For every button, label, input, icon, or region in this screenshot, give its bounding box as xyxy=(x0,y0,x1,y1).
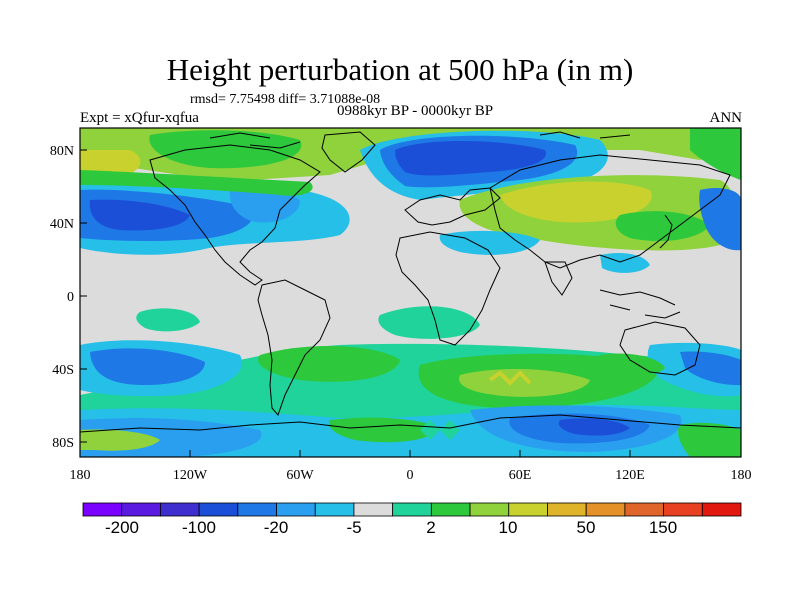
y-tick-label: 80N xyxy=(50,144,74,159)
colorbar-swatch xyxy=(624,502,664,517)
colorbar-label: 50 xyxy=(577,518,596,537)
colorbar-swatch xyxy=(353,502,394,517)
coastlines xyxy=(80,131,741,433)
colorbar-swatch xyxy=(160,502,200,517)
y-tick-label: 40N xyxy=(50,217,74,232)
x-tick-label: 180 xyxy=(731,468,752,483)
colorbar-swatch xyxy=(276,502,316,517)
colorbar-swatch xyxy=(392,502,432,517)
y-tick-label: 80S xyxy=(52,436,74,451)
colorbar-label: -5 xyxy=(346,518,361,537)
x-tick-label: 120E xyxy=(615,468,645,483)
colorbar-label: 150 xyxy=(649,518,677,537)
colorbar-swatch xyxy=(121,502,161,517)
season-label: ANN xyxy=(709,110,743,126)
contour-fields xyxy=(80,128,741,457)
x-tick-label: 180 xyxy=(70,468,91,483)
colorbar-label: 10 xyxy=(499,518,518,537)
colorbar-swatch xyxy=(82,502,123,517)
colorbar-labels: -200 -100 -20 -5 2 10 50 150 xyxy=(105,518,677,537)
colorbar-label: -200 xyxy=(105,518,139,537)
x-axis-labels: 180 120W 60W 0 60E 120E 180 xyxy=(70,468,752,483)
y-axis-labels: 80N 40N 0 40S 80S xyxy=(50,144,74,451)
x-tick-label: 0 xyxy=(407,468,414,483)
colorbar-swatch xyxy=(508,502,548,517)
colorbar-swatch xyxy=(314,502,355,517)
colorbar-swatch xyxy=(663,502,703,517)
colorbar-swatch xyxy=(547,502,587,517)
colorbar-label: -20 xyxy=(264,518,289,537)
colorbar-label: 2 xyxy=(426,518,435,537)
x-tick-label: 60W xyxy=(286,468,314,483)
experiment-label: Expt = xQfur-xqfua xyxy=(80,110,199,126)
colorbar-swatch xyxy=(701,502,742,517)
y-tick-label: 0 xyxy=(67,290,74,305)
chart-title: Height perturbation at 500 hPa (in m) xyxy=(166,52,634,87)
period-label: 0988kyr BP - 0000kyr BP xyxy=(336,103,494,119)
colorbar-swatch xyxy=(469,502,510,517)
x-tick-label: 60E xyxy=(509,468,532,483)
axis-ticks xyxy=(79,149,742,457)
x-tick-label: 120W xyxy=(173,468,208,483)
colorbar-swatch xyxy=(198,502,239,517)
colorbar-label: -100 xyxy=(182,518,216,537)
stats-line: rmsd= 7.75498 diff= 3.71088e-08 xyxy=(190,92,381,107)
colorbar-swatch xyxy=(430,502,471,517)
colorbar-swatch xyxy=(237,502,277,517)
colorbar-swatch xyxy=(585,502,626,517)
colorbar xyxy=(82,502,742,517)
y-tick-label: 40S xyxy=(52,363,74,378)
